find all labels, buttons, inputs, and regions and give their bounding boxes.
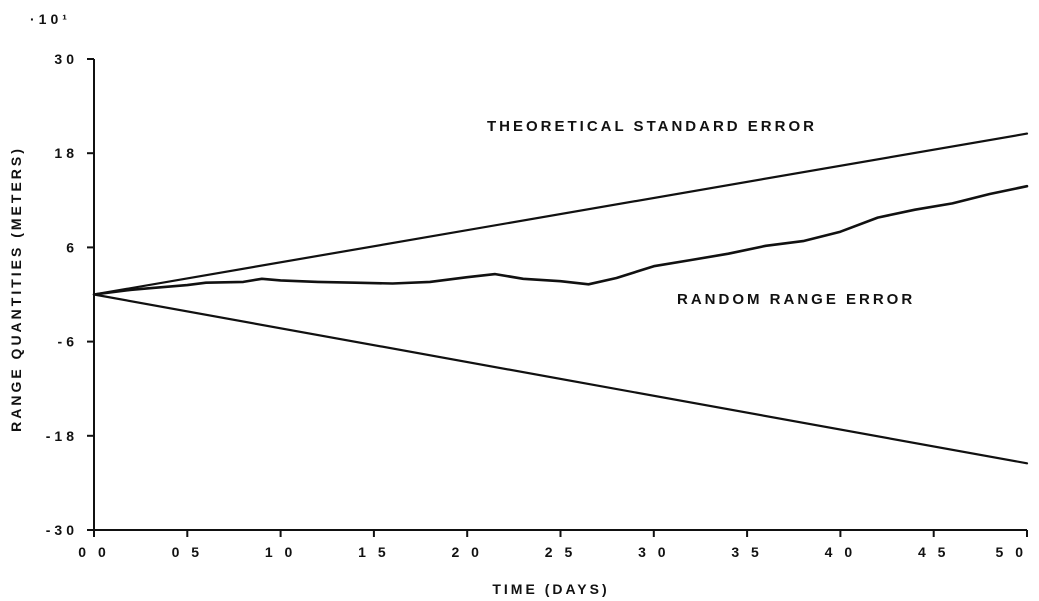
series-line-lower-bound <box>92 293 1029 465</box>
ticks-layer: 30 18 6 -6 -18 -300 0 0 5 1 0 1 5 2 0 2 5 3 0 3 5 4 0… <box>46 51 1028 560</box>
x-tick-label: 2 0 <box>451 544 482 560</box>
x-tick-label: 1 5 <box>358 544 389 560</box>
y-tick-label: -30 <box>46 522 78 538</box>
x-tick-label: 3 5 <box>731 544 762 560</box>
y-tick-label: 6 <box>66 239 78 255</box>
x-tick-label: 2 5 <box>545 544 576 560</box>
y-tick-label: -6 <box>58 334 78 350</box>
x-tick-label: 4 0 <box>825 544 856 560</box>
x-tick-label: 0 5 <box>172 544 203 560</box>
y-axis-title: RANGE QUANTITIES (METERS) <box>8 146 24 432</box>
x-axis-title: TIME (DAYS) <box>492 581 609 597</box>
series-line-random-range-error <box>92 184 1029 296</box>
x-tick-label: 4 5 <box>918 544 949 560</box>
x-tick-label: 0 0 <box>78 544 109 560</box>
y-tick-label: 18 <box>54 145 78 161</box>
series-layer <box>92 132 1029 465</box>
x-tick-label: 1 0 <box>265 544 296 560</box>
annotation-theoretical-standard-error: THEORETICAL STANDARD ERROR <box>487 118 817 135</box>
series-line-upper-bound <box>92 132 1029 296</box>
y-axis-multiplier: ·10¹ <box>30 11 71 27</box>
y-tick-label: -18 <box>46 428 78 444</box>
y-tick-label: 30 <box>54 51 78 67</box>
x-tick-label: 5 0 <box>996 544 1027 560</box>
annotation-random-range-error: RANDOM RANGE ERROR <box>677 291 915 308</box>
x-tick-label: 3 0 <box>638 544 669 560</box>
